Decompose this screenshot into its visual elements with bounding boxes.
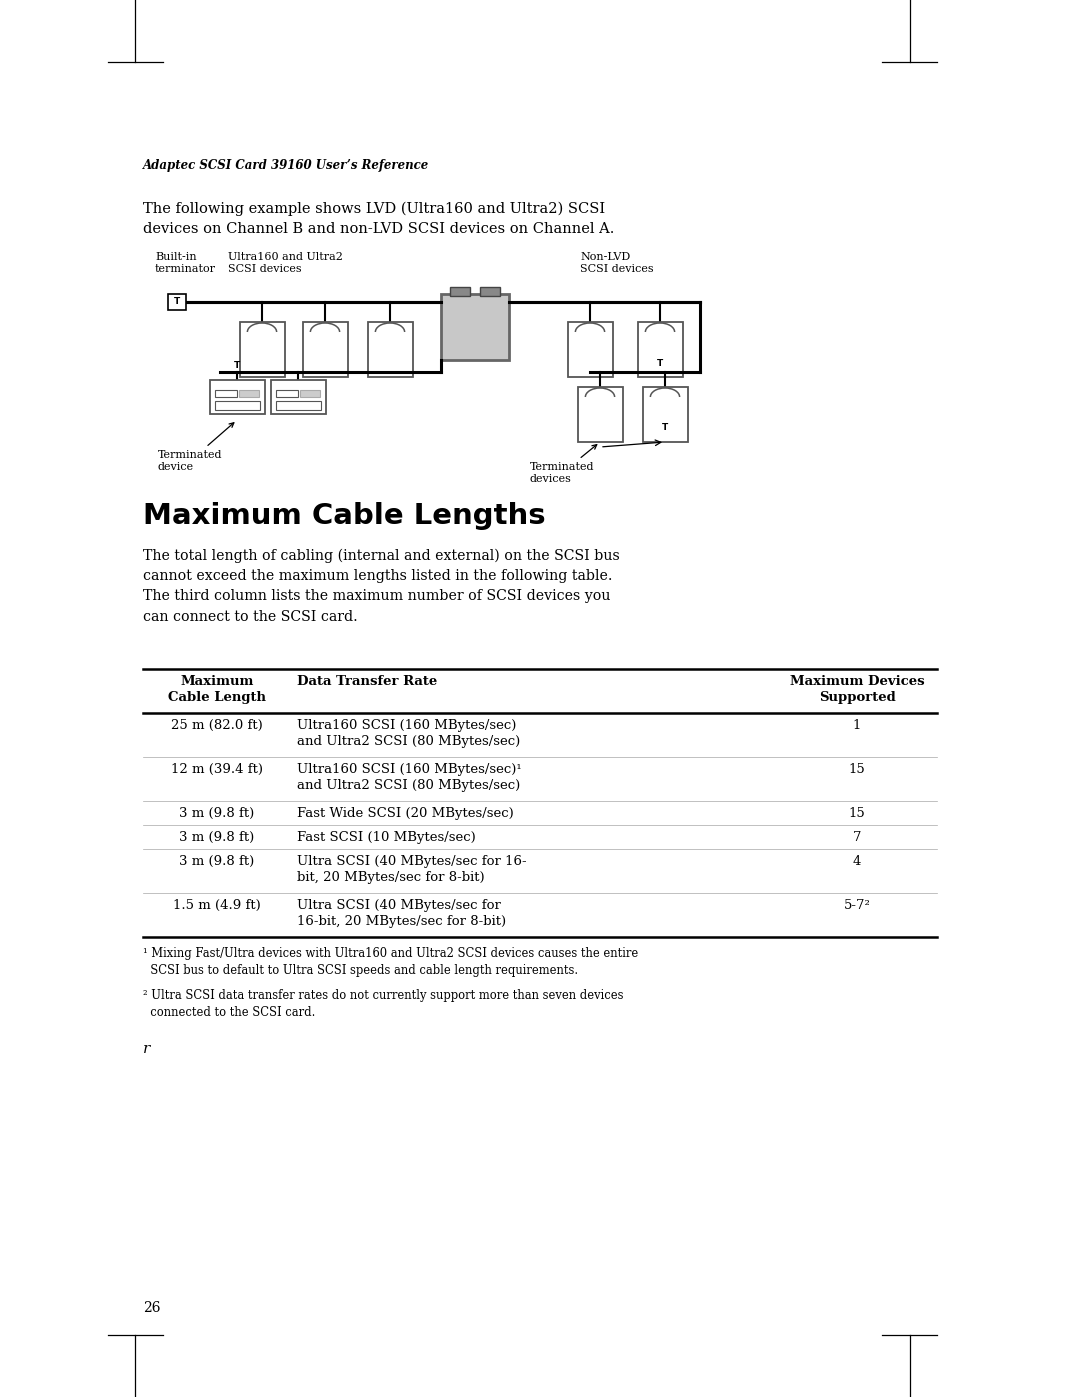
Text: Fast Wide SCSI (20 MBytes/sec): Fast Wide SCSI (20 MBytes/sec) <box>297 807 514 820</box>
Bar <box>210 380 265 414</box>
Text: Adaptec SCSI Card 39160 User’s Reference: Adaptec SCSI Card 39160 User’s Reference <box>143 159 429 172</box>
Text: 3 m (9.8 ft): 3 m (9.8 ft) <box>179 807 255 820</box>
Bar <box>275 390 297 397</box>
Text: Data Transfer Rate: Data Transfer Rate <box>297 675 437 687</box>
Text: ¹ Mixing Fast/Ultra devices with Ultra160 and Ultra2 SCSI devices causes the ent: ¹ Mixing Fast/Ultra devices with Ultra16… <box>143 947 638 977</box>
Text: 3 m (9.8 ft): 3 m (9.8 ft) <box>179 855 255 868</box>
Bar <box>480 286 500 296</box>
Text: 1.5 m (4.9 ft): 1.5 m (4.9 ft) <box>173 900 261 912</box>
Text: T: T <box>234 362 240 370</box>
Text: ² Ultra SCSI data transfer rates do not currently support more than seven device: ² Ultra SCSI data transfer rates do not … <box>143 989 623 1018</box>
Text: The total length of cabling (internal and external) on the SCSI bus
cannot excee: The total length of cabling (internal an… <box>143 549 620 623</box>
Bar <box>643 387 688 441</box>
Bar <box>275 401 321 409</box>
Text: Ultra160 SCSI (160 MBytes/sec)
and Ultra2 SCSI (80 MBytes/sec): Ultra160 SCSI (160 MBytes/sec) and Ultra… <box>297 719 521 749</box>
Bar <box>637 321 683 377</box>
Text: 3 m (9.8 ft): 3 m (9.8 ft) <box>179 831 255 844</box>
Text: Maximum
Cable Length: Maximum Cable Length <box>168 675 266 704</box>
Text: 26: 26 <box>143 1301 161 1315</box>
Text: 7: 7 <box>853 831 861 844</box>
Text: 1: 1 <box>853 719 861 732</box>
Text: Terminated
device: Terminated device <box>158 423 234 472</box>
Text: The following example shows LVD (Ultra160 and Ultra2) SCSI
devices on Channel B : The following example shows LVD (Ultra16… <box>143 203 615 236</box>
Text: Ultra160 and Ultra2
SCSI devices: Ultra160 and Ultra2 SCSI devices <box>228 251 342 274</box>
Bar <box>441 293 509 360</box>
Text: 15: 15 <box>849 807 865 820</box>
Text: Fast SCSI (10 MBytes/sec): Fast SCSI (10 MBytes/sec) <box>297 831 476 844</box>
Bar <box>367 321 413 377</box>
Text: T: T <box>174 298 180 306</box>
Text: Maximum Devices
Supported: Maximum Devices Supported <box>789 675 924 704</box>
Bar <box>215 390 237 397</box>
Text: 12 m (39.4 ft): 12 m (39.4 ft) <box>171 763 264 775</box>
Bar <box>450 286 470 296</box>
Bar <box>302 321 348 377</box>
Text: 25 m (82.0 ft): 25 m (82.0 ft) <box>171 719 262 732</box>
Text: T: T <box>657 359 663 367</box>
Bar <box>567 321 612 377</box>
Bar <box>168 293 186 310</box>
Text: Non-LVD
SCSI devices: Non-LVD SCSI devices <box>580 251 653 274</box>
Text: Ultra160 SCSI (160 MBytes/sec)¹
and Ultra2 SCSI (80 MBytes/sec): Ultra160 SCSI (160 MBytes/sec)¹ and Ultr… <box>297 763 522 792</box>
Text: 5-7²: 5-7² <box>843 900 870 912</box>
Bar <box>270 380 325 414</box>
Bar <box>299 390 320 397</box>
Text: r: r <box>143 1042 150 1056</box>
Bar <box>240 321 284 377</box>
Text: Terminated
devices: Terminated devices <box>530 444 597 483</box>
Text: Ultra SCSI (40 MBytes/sec for 16-
bit, 20 MBytes/sec for 8-bit): Ultra SCSI (40 MBytes/sec for 16- bit, 2… <box>297 855 527 884</box>
Text: 15: 15 <box>849 763 865 775</box>
Text: Built-in
terminator: Built-in terminator <box>156 251 216 274</box>
Bar <box>578 387 622 441</box>
Text: Ultra SCSI (40 MBytes/sec for
16-bit, 20 MBytes/sec for 8-bit): Ultra SCSI (40 MBytes/sec for 16-bit, 20… <box>297 900 507 929</box>
Text: T: T <box>662 423 669 433</box>
Text: 4: 4 <box>853 855 861 868</box>
Bar <box>215 401 259 409</box>
Bar <box>239 390 258 397</box>
Text: Maximum Cable Lengths: Maximum Cable Lengths <box>143 502 545 529</box>
